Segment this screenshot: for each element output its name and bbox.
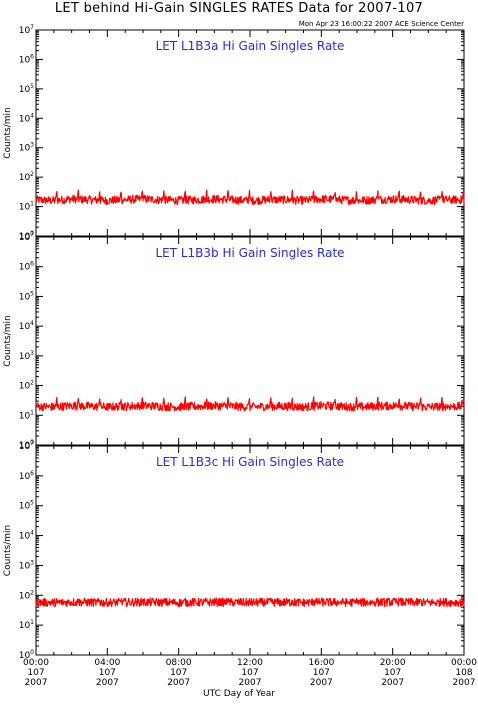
panel-title: LET L1B3a Hi Gain Singles Rate — [156, 39, 345, 53]
x-tick-label: 107 — [170, 668, 187, 678]
x-tick-label: 2007 — [381, 678, 404, 688]
x-tick-label: 12:00 — [237, 658, 263, 668]
y-tick-label: 104 — [19, 320, 34, 332]
x-tick-label: 107 — [384, 668, 401, 678]
x-tick-label: 107 — [241, 668, 258, 678]
y-tick-label: 106 — [19, 53, 34, 65]
x-tick-label: 04:00 — [94, 658, 120, 668]
y-tick-label: 102 — [19, 589, 34, 601]
y-tick-label: 107 — [19, 440, 34, 452]
x-axis-labels: 00:00107200704:00107200708:00107200712:0… — [23, 658, 477, 688]
y-tick-label: 102 — [19, 171, 34, 183]
y-tick-label: 101 — [19, 409, 34, 421]
panel-title: LET L1B3b Hi Gain Singles Rate — [155, 246, 344, 260]
y-tick-label: 107 — [19, 231, 34, 243]
x-tick-label: 00:00 — [23, 658, 49, 668]
series-line — [35, 396, 465, 412]
series-line — [35, 189, 465, 206]
y-tick-label: 102 — [19, 380, 34, 392]
x-tick-label: 2007 — [167, 678, 190, 688]
panel-title: LET L1B3c Hi Gain Singles Rate — [156, 455, 344, 469]
x-tick-label: 2007 — [96, 678, 119, 688]
y-tick-label: 106 — [19, 470, 34, 482]
x-tick-label: 108 — [455, 668, 472, 678]
y-tick-label: 103 — [19, 142, 34, 154]
x-tick-label: 20:00 — [380, 658, 406, 668]
y-tick-label: 104 — [19, 530, 34, 542]
x-tick-label: 107 — [99, 668, 116, 678]
page-title: LET behind Hi-Gain SINGLES RATES Data fo… — [54, 1, 424, 16]
plot-frame — [35, 445, 465, 656]
x-tick-label: 2007 — [453, 678, 476, 688]
x-tick-label: 16:00 — [308, 658, 334, 668]
x-axis-title: UTC Day of Year — [203, 689, 275, 699]
y-tick-label: 105 — [19, 83, 34, 95]
x-tick-label: 2007 — [310, 678, 333, 688]
x-tick-label: 107 — [313, 668, 330, 678]
timestamp-label: Mon Apr 23 16:00:22 2007 ACE Science Cen… — [298, 20, 464, 28]
y-axis-label: Counts/min — [3, 315, 13, 366]
x-tick-label: 00:00 — [451, 658, 477, 668]
x-tick-label: 2007 — [25, 678, 48, 688]
x-tick-label: 107 — [27, 668, 44, 678]
y-tick-label: 101 — [19, 619, 34, 631]
series-line — [35, 597, 465, 608]
y-tick-label: 103 — [19, 350, 34, 362]
y-tick-label: 105 — [19, 290, 34, 302]
y-tick-label: 107 — [19, 24, 34, 36]
y-tick-label: 103 — [19, 559, 34, 571]
y-tick-label: 104 — [19, 112, 34, 124]
plot-frame — [35, 29, 465, 237]
y-axis-label: Counts/min — [3, 525, 13, 576]
plot-frame — [35, 236, 465, 446]
y-tick-label: 105 — [19, 500, 34, 512]
x-tick-label: 2007 — [239, 678, 262, 688]
x-tick-label: 08:00 — [166, 658, 192, 668]
y-tick-label: 101 — [19, 201, 34, 213]
y-axis-label: Counts/min — [3, 107, 13, 158]
y-tick-label: 106 — [19, 261, 34, 273]
